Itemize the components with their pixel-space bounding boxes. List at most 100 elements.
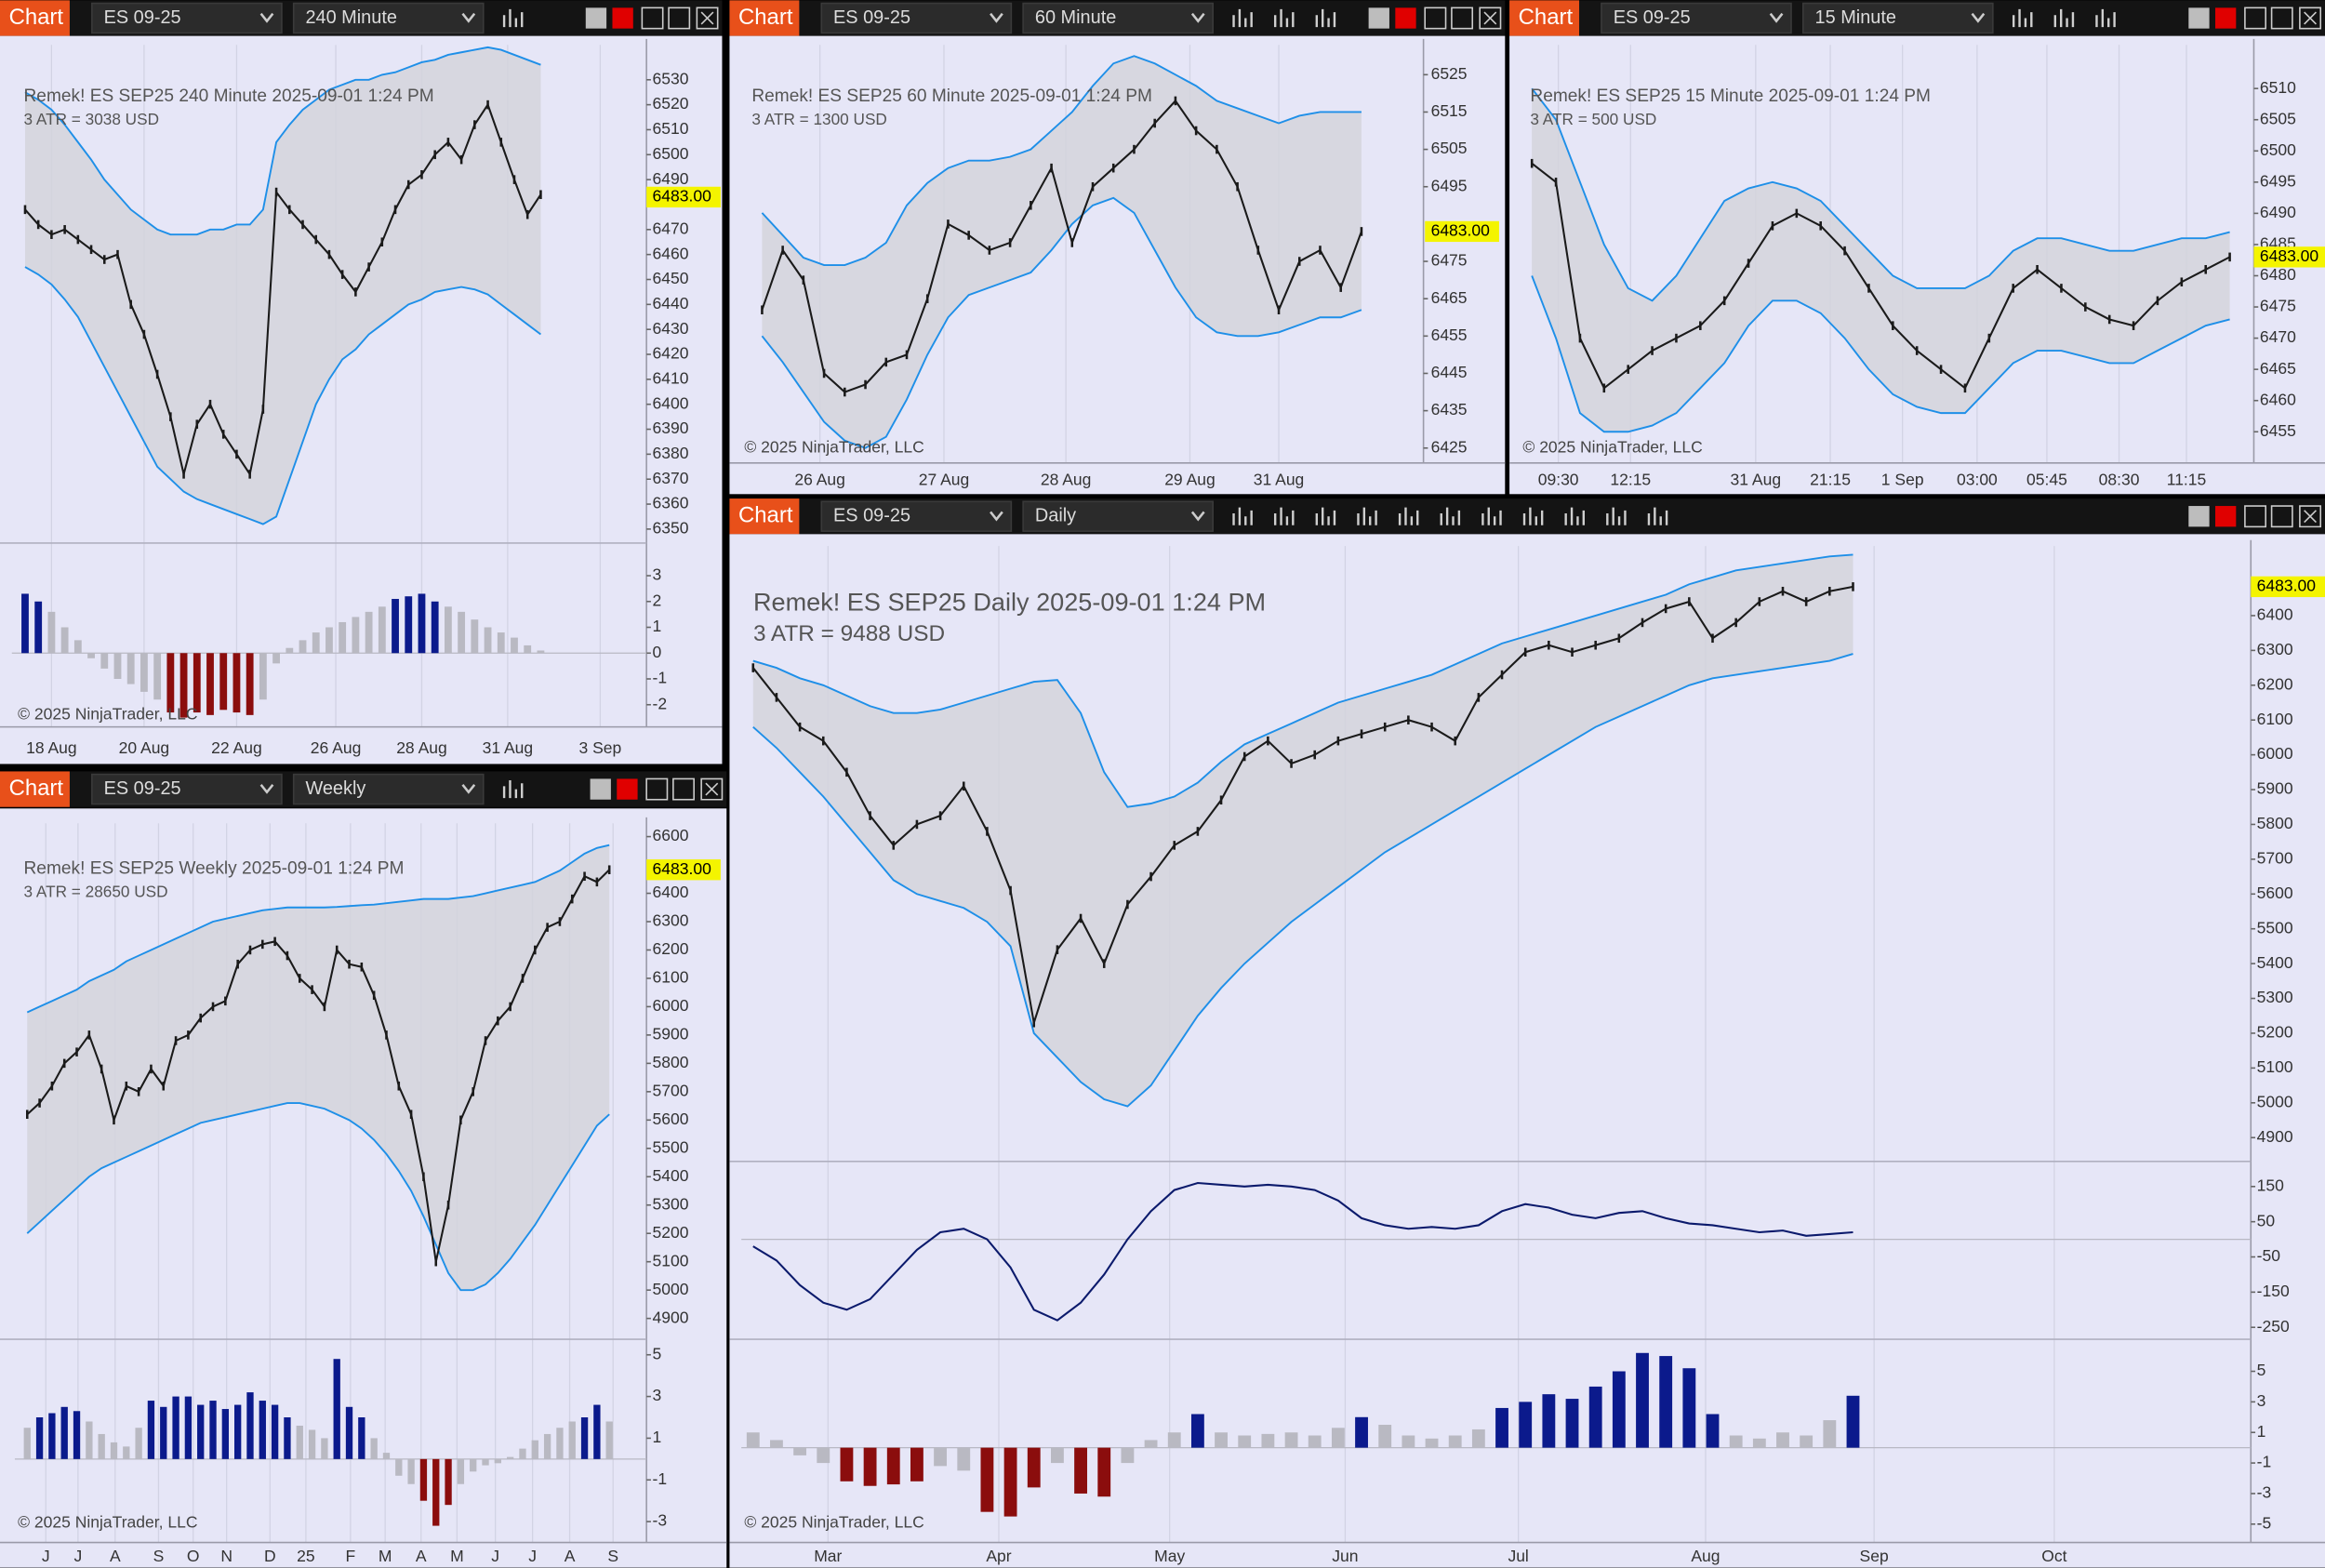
chart-tab[interactable] bbox=[0, 771, 70, 807]
instrument-box[interactable] bbox=[820, 2, 1013, 34]
chart-tab[interactable] bbox=[729, 0, 800, 36]
link-button[interactable] bbox=[617, 778, 638, 800]
toolbar-icon[interactable] bbox=[1273, 8, 1295, 28]
close-button[interactable] bbox=[2299, 7, 2322, 30]
toolbar-icon[interactable] bbox=[1315, 507, 1336, 525]
maximize-button[interactable] bbox=[2270, 7, 2293, 30]
y-tick-label: 6505 bbox=[1431, 139, 1468, 157]
histogram-bar bbox=[494, 1458, 502, 1464]
band-upper bbox=[26, 844, 610, 1014]
chart-tab[interactable] bbox=[729, 498, 800, 535]
histogram-bar bbox=[1495, 1407, 1508, 1448]
interval-box[interactable] bbox=[1022, 2, 1215, 34]
y-tick-label: 5600 bbox=[2257, 884, 2293, 902]
histogram-bar bbox=[271, 1404, 279, 1459]
instrument-box[interactable] bbox=[820, 500, 1013, 532]
histogram-bar bbox=[113, 653, 122, 680]
histogram-bar bbox=[365, 611, 373, 654]
chart-tab[interactable] bbox=[0, 0, 70, 36]
histogram-bar bbox=[1144, 1440, 1158, 1448]
x-tick-label: Oct bbox=[2041, 1547, 2066, 1565]
chart-subtitle: 3 ATR = 9488 USD bbox=[753, 621, 945, 646]
toolbar-icon[interactable] bbox=[1232, 507, 1253, 525]
interval-label: Weekly bbox=[305, 778, 365, 799]
close-button[interactable] bbox=[1479, 7, 1502, 30]
close-button[interactable] bbox=[700, 777, 724, 801]
x-tick-label: J bbox=[491, 1547, 499, 1565]
histogram-bar bbox=[272, 653, 280, 664]
color-button[interactable] bbox=[2188, 7, 2210, 29]
x-tick-label: A bbox=[110, 1547, 121, 1565]
close-button[interactable] bbox=[2299, 505, 2322, 528]
maximize-button[interactable] bbox=[672, 777, 695, 801]
y-tick-label: 6525 bbox=[1431, 64, 1468, 83]
x-tick-label: Apr bbox=[986, 1547, 1011, 1565]
histogram-bar bbox=[73, 640, 82, 654]
maximize-button[interactable] bbox=[668, 7, 691, 30]
toolbar-icon[interactable] bbox=[1522, 507, 1544, 525]
x-tick-label: 29 Aug bbox=[1164, 471, 1216, 489]
y-tick-label: 6100 bbox=[2257, 710, 2293, 728]
maximize-button[interactable] bbox=[1451, 7, 1474, 30]
toolbar-icon[interactable] bbox=[2095, 8, 2116, 28]
color-button[interactable] bbox=[585, 7, 607, 29]
histogram-bar bbox=[87, 653, 95, 658]
histogram-bar bbox=[1284, 1432, 1298, 1448]
minimize-button[interactable] bbox=[641, 7, 664, 30]
toolbar-icon[interactable] bbox=[1481, 507, 1502, 525]
toolbar-icon[interactable] bbox=[1647, 507, 1668, 525]
toolbar-icon[interactable] bbox=[1606, 507, 1627, 525]
histogram-bar bbox=[1167, 1432, 1181, 1448]
histogram-bar bbox=[1659, 1356, 1673, 1448]
chart-tab-label: Chart bbox=[9, 5, 64, 30]
histogram-bar bbox=[405, 596, 413, 654]
y-tick-label: 5500 bbox=[2257, 918, 2293, 937]
toolbar-icon[interactable] bbox=[2053, 8, 2075, 28]
chart-title: Remek! ES SEP25 Daily 2025-09-01 1:24 PM bbox=[753, 587, 1266, 616]
toolbar-icon[interactable] bbox=[1440, 507, 1461, 525]
toolbar-icon[interactable] bbox=[502, 780, 524, 799]
minimize-button[interactable] bbox=[2244, 505, 2267, 528]
interval-box[interactable] bbox=[1022, 500, 1215, 532]
close-button[interactable] bbox=[696, 7, 719, 30]
chart-tab[interactable] bbox=[1509, 0, 1580, 36]
interval-box[interactable] bbox=[292, 773, 485, 805]
y-tick-label: 6360 bbox=[653, 494, 689, 512]
toolbar-icon[interactable] bbox=[1273, 507, 1295, 525]
histogram-bar bbox=[886, 1447, 900, 1485]
toolbar-icon[interactable] bbox=[1315, 8, 1336, 28]
y-tick-label: 0 bbox=[653, 643, 662, 661]
histogram-bar bbox=[1519, 1402, 1533, 1448]
toolbar-icon[interactable] bbox=[1357, 507, 1377, 525]
y-tick-label: 6490 bbox=[653, 169, 689, 188]
x-tick-label: F bbox=[346, 1547, 356, 1565]
histogram-bar bbox=[593, 1404, 601, 1459]
histogram-bar bbox=[793, 1447, 807, 1455]
instrument-box[interactable] bbox=[91, 773, 283, 805]
minimize-button[interactable] bbox=[2244, 7, 2267, 30]
toolbar-icon[interactable] bbox=[2012, 8, 2033, 28]
color-button[interactable] bbox=[2188, 506, 2210, 527]
histogram-bar bbox=[219, 653, 228, 711]
instrument-box[interactable] bbox=[1601, 2, 1792, 34]
color-button[interactable] bbox=[1368, 7, 1389, 29]
toolbar-icon[interactable] bbox=[502, 8, 524, 28]
interval-box[interactable] bbox=[1801, 2, 1994, 34]
link-button[interactable] bbox=[612, 7, 633, 29]
link-button[interactable] bbox=[2215, 7, 2237, 29]
link-button[interactable] bbox=[1395, 7, 1416, 29]
minimize-button[interactable] bbox=[645, 777, 669, 801]
interval-box[interactable] bbox=[292, 2, 485, 34]
interval-label: Daily bbox=[1035, 505, 1076, 525]
toolbar-icon[interactable] bbox=[1564, 507, 1586, 525]
minimize-button[interactable] bbox=[1424, 7, 1447, 30]
toolbar-icon[interactable] bbox=[1398, 507, 1419, 525]
color-button[interactable] bbox=[590, 778, 611, 800]
last-price-label: 6483.00 bbox=[653, 859, 712, 878]
link-button[interactable] bbox=[2215, 506, 2237, 527]
toolbar-icon[interactable] bbox=[1232, 8, 1253, 28]
y-tick-label: 6440 bbox=[653, 294, 689, 312]
y-tick-label: 50 bbox=[2257, 1211, 2276, 1229]
maximize-button[interactable] bbox=[2270, 505, 2293, 528]
instrument-box[interactable] bbox=[91, 2, 283, 34]
